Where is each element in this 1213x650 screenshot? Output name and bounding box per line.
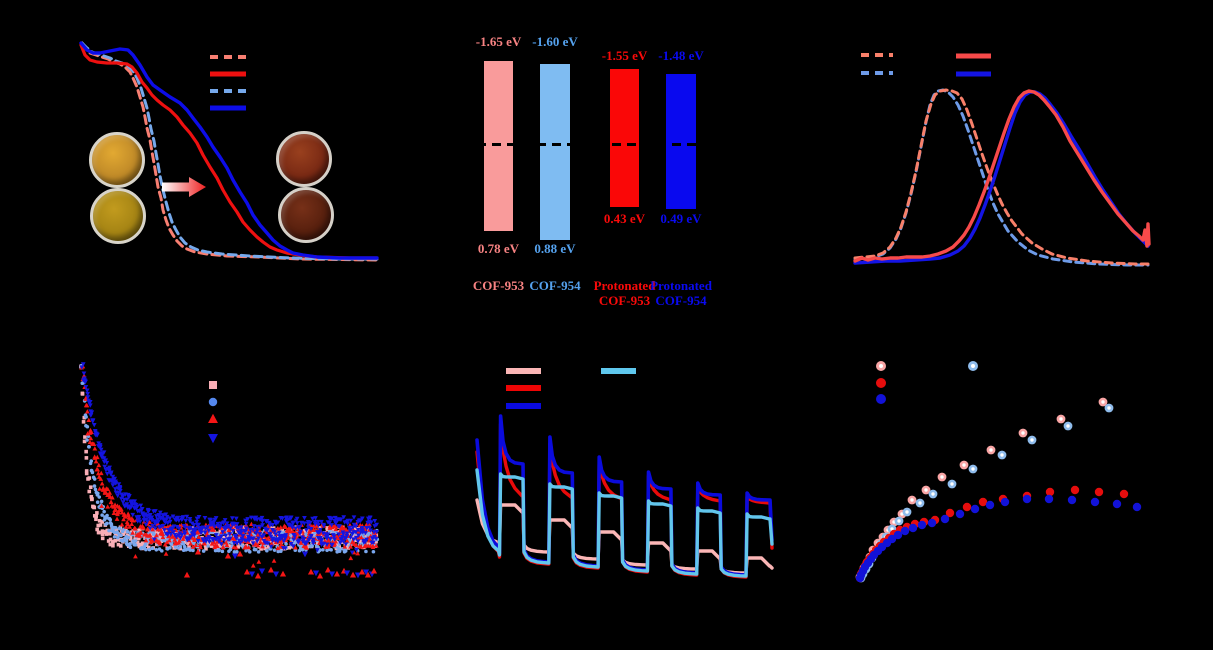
panel-e-photocurrent-chart: [475, 414, 774, 579]
bar-name-2: Protonated COF-953: [593, 278, 656, 308]
energy-bar-3: [666, 74, 696, 209]
curve-red: [475, 422, 774, 579]
reaction-arrow-icon: [162, 177, 206, 197]
cb-level-label-0: -1.65 eV: [475, 34, 522, 49]
energy-bar-1: [540, 64, 570, 240]
energy-bar-0: [484, 61, 513, 231]
cof-954-powder-photo: [90, 188, 146, 244]
cb-level-label-3: -1.48 eV: [658, 48, 704, 63]
panel-f-legend: [876, 361, 978, 404]
vb-level-label-2: 0.43 eV: [603, 211, 646, 226]
vb-level-label-1: 0.88 eV: [534, 241, 576, 256]
vb-level-label-0: 0.78 eV: [477, 241, 520, 256]
panel-a-legend: [210, 55, 246, 111]
panel-f-eis-chart: [855, 397, 1142, 583]
curve-solid-blue: [79, 41, 379, 260]
curve-solid-blue: [853, 90, 1150, 265]
panel-e-legend: [506, 368, 636, 409]
cb-level-label-1: -1.60 eV: [532, 34, 578, 49]
curve-solid-red: [853, 89, 1151, 263]
curve-dashed-lightblue: [80, 41, 379, 261]
bar-name-3: Protonated COF-954: [650, 278, 712, 308]
panel-c-legend: [861, 53, 991, 77]
curve-cyan: [475, 468, 774, 578]
curve-dashed-salmon: [80, 41, 379, 262]
bar-name-1: COF-954: [529, 278, 581, 293]
panel-d-trpl-chart: [79, 362, 380, 579]
bar-name-0: COF-953: [472, 278, 525, 293]
energy-bar-2: [610, 69, 639, 207]
panel-c-pl-chart: [853, 88, 1151, 267]
cb-level-label-2: -1.55 eV: [601, 48, 648, 63]
curve-dashed-lightblue: [853, 88, 1150, 267]
curve-dashed-salmon: [853, 88, 1150, 266]
protonated-cof-953-powder-photo: [276, 131, 332, 187]
panel-d-legend: [208, 381, 218, 444]
cof-953-powder-photo: [89, 132, 145, 188]
curve-solid-red: [79, 43, 379, 260]
potential-reference-dashline: [477, 143, 703, 146]
vb-level-label-3: 0.49 eV: [660, 211, 702, 226]
panel-a-absorption-chart: [79, 41, 379, 262]
protonated-cof-954-powder-photo: [278, 187, 334, 243]
